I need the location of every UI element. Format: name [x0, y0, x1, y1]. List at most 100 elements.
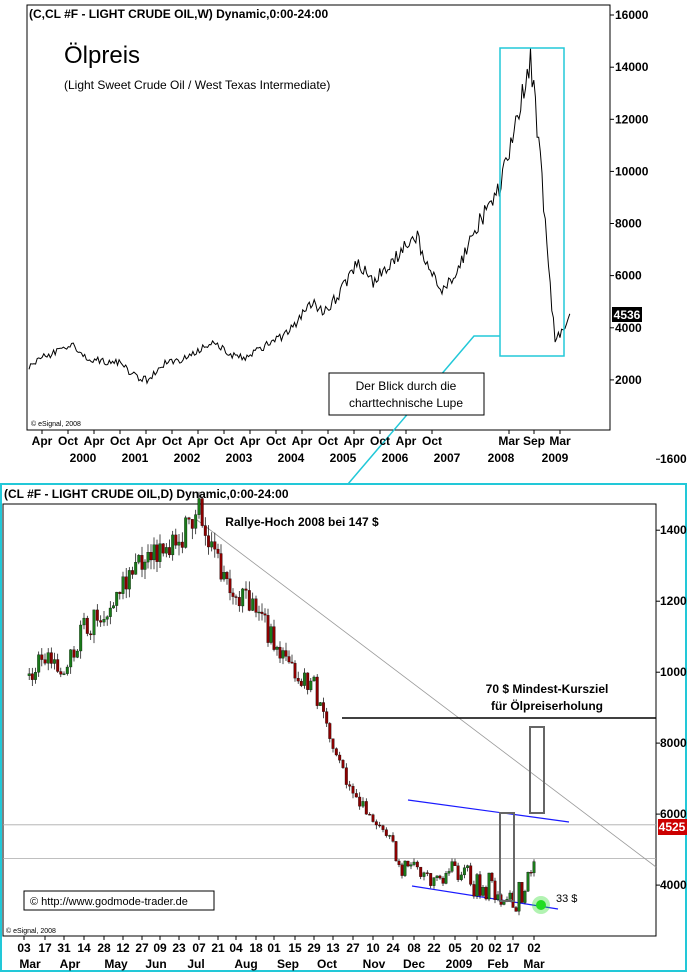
candle-body: [306, 672, 310, 690]
candle-body: [180, 541, 184, 548]
candle-body: [284, 650, 288, 657]
bottom-x-day-label: 17: [506, 941, 520, 955]
candle-body: [241, 588, 245, 607]
bottom-x-day-label: 08: [407, 941, 421, 955]
candle-body: [85, 617, 89, 634]
candle-body: [478, 874, 482, 896]
candle-body: [234, 596, 238, 598]
top-plot-frame: [26, 4, 611, 431]
candle-body: [344, 767, 348, 785]
candle-body: [403, 860, 407, 876]
candle-body: [231, 592, 235, 597]
bottom-x-day-label: 13: [326, 941, 340, 955]
candle-body: [415, 861, 419, 868]
candle-body: [523, 891, 527, 903]
lupe-callout-line1: Der Blick durch die: [356, 379, 457, 393]
top-title: Ölpreis: [64, 42, 140, 69]
candle-body: [118, 591, 122, 594]
candle-body: [216, 548, 220, 554]
bottom-x-month-label: Jun: [145, 957, 166, 971]
bottom-x-day-label: 23: [172, 941, 186, 955]
candle-body: [112, 605, 115, 609]
candle-body: [315, 676, 319, 706]
candle-body: [391, 835, 395, 842]
candle-body: [422, 872, 426, 877]
candle-body: [293, 662, 297, 679]
candle-body: [219, 553, 223, 580]
candle-body: [49, 652, 53, 664]
candle-body: [496, 894, 500, 900]
bottom-outer-frame: [0, 483, 687, 972]
bottom-x-day-label: 24: [386, 941, 400, 955]
lupe-callout-box: [328, 372, 485, 416]
candle-body: [155, 544, 159, 562]
bottom-y-tick-label: 10000: [660, 665, 687, 679]
candle-body: [374, 821, 378, 826]
candle-body: [453, 861, 457, 866]
candle-body: [296, 678, 300, 682]
candle-body: [124, 576, 128, 590]
candle-body: [287, 656, 291, 663]
top-x-month-label: Sep: [523, 434, 545, 448]
top-x-month-label: Oct: [110, 434, 130, 448]
candle-body: [247, 590, 251, 611]
top-copyright: © eSignal, 2008: [31, 420, 81, 428]
candle-body: [371, 814, 375, 822]
candle-body: [397, 860, 401, 865]
top-x-year-label: 2004: [278, 451, 305, 465]
candle-body: [517, 882, 521, 912]
candle-body: [207, 535, 210, 548]
candle-body: [438, 875, 442, 879]
candle-body: [348, 784, 352, 787]
lupe-box: [499, 47, 565, 357]
candle-body: [325, 711, 329, 724]
candle-body: [341, 759, 345, 768]
candle-body: [338, 754, 342, 761]
candle-body: [177, 541, 181, 546]
top-y-tick-label: 2000: [615, 373, 642, 387]
candle-body: [164, 547, 168, 554]
bottom-x-month-label: Oct: [317, 957, 337, 971]
bottom-y-axis: 16000 14000 12000 10000 8000 6000 4000: [656, 452, 687, 892]
bottom-x-month-label: Dec: [403, 957, 425, 971]
candle-body: [244, 588, 248, 591]
candle-body: [361, 801, 365, 807]
bottom-header: (CL #F - LIGHT CRUDE OIL,D) Dynamic,0:00…: [4, 487, 289, 501]
bottom-panel: (CL #F - LIGHT CRUDE OIL,D) Dynamic,0:00…: [0, 452, 687, 972]
candle-body: [105, 616, 109, 620]
bottom-x-month-label: Aug: [234, 957, 257, 971]
bottom-x-day-label: 31: [57, 941, 71, 955]
candle-body: [53, 659, 56, 664]
top-x-year-label: 2000: [70, 451, 97, 465]
candle-body: [400, 864, 404, 876]
bottom-x-month-label: Sep: [277, 957, 299, 971]
candle-body: [92, 609, 96, 636]
candle-body: [381, 825, 385, 830]
candle-body: [102, 619, 106, 623]
candle-body: [108, 607, 112, 617]
candle-body: [364, 801, 368, 815]
candle-body: [254, 598, 258, 613]
candle-body: [184, 517, 188, 548]
candle-body: [62, 673, 66, 675]
candle-body: [328, 723, 332, 739]
candle-body: [34, 672, 37, 680]
candle-body: [409, 864, 413, 867]
candle-body: [99, 620, 103, 623]
candle-body: [456, 865, 460, 880]
candle-body: [358, 796, 362, 807]
candle-body: [532, 861, 536, 874]
candle-body: [75, 650, 79, 658]
bottom-x-month-label: Mar: [523, 957, 545, 971]
bottom-x-day-label: 07: [192, 941, 206, 955]
candle-body: [213, 541, 217, 550]
candle-body: [161, 543, 165, 554]
top-x-month-label: Apr: [292, 434, 313, 448]
top-x-year-label: 2003: [226, 451, 253, 465]
top-y-tick-label: 8000: [615, 217, 642, 231]
bottom-x-day-label: 01: [267, 941, 281, 955]
bottom-copyright: © eSignal, 2008: [6, 927, 56, 935]
top-y-tick-label: 14000: [615, 60, 649, 74]
top-x-year-label: 2001: [122, 451, 149, 465]
